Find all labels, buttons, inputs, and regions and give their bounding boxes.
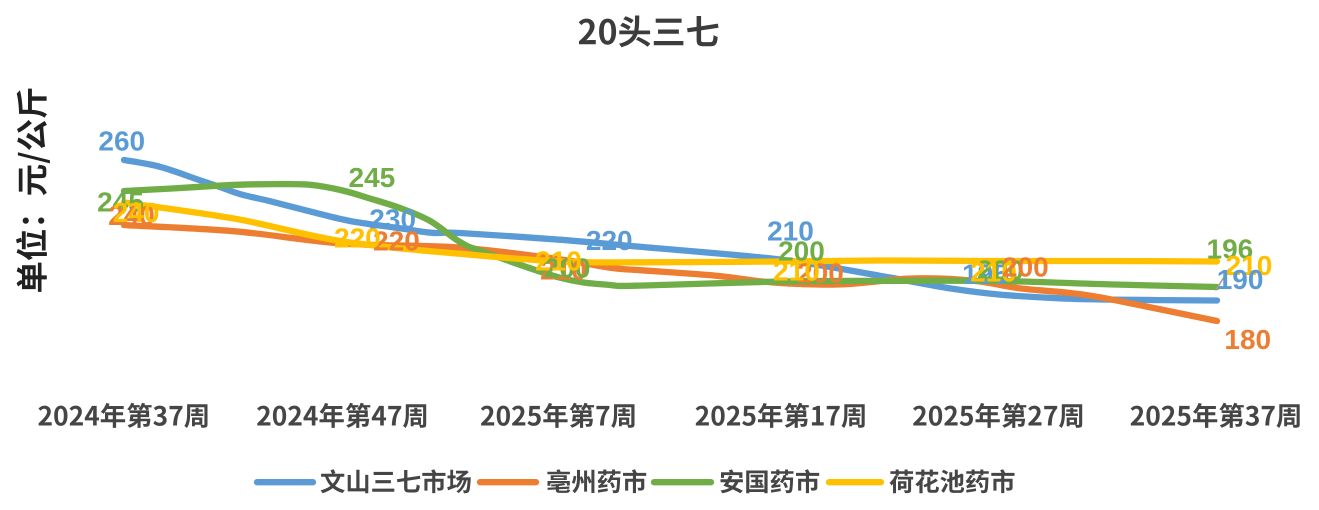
svg-text:240: 240 bbox=[108, 200, 155, 231]
svg-text:196: 196 bbox=[1207, 234, 1254, 265]
svg-text:180: 180 bbox=[1224, 324, 1271, 355]
svg-text:245: 245 bbox=[349, 162, 396, 193]
svg-text:220: 220 bbox=[586, 225, 633, 256]
svg-text:210: 210 bbox=[970, 256, 1017, 287]
svg-text:220: 220 bbox=[334, 222, 381, 253]
svg-text:200: 200 bbox=[778, 236, 825, 267]
svg-text:230: 230 bbox=[369, 204, 416, 235]
svg-text:220: 220 bbox=[373, 225, 420, 256]
svg-text:200: 200 bbox=[1002, 252, 1049, 283]
svg-text:195: 195 bbox=[962, 259, 1009, 290]
svg-text:260: 260 bbox=[98, 125, 145, 156]
svg-text:190: 190 bbox=[1217, 264, 1264, 295]
svg-text:210: 210 bbox=[535, 246, 582, 277]
svg-text:200: 200 bbox=[797, 258, 844, 289]
svg-text:240: 240 bbox=[113, 197, 160, 228]
svg-text:200: 200 bbox=[977, 255, 1024, 286]
svg-text:210: 210 bbox=[540, 255, 587, 286]
svg-text:245: 245 bbox=[97, 187, 144, 218]
svg-text:210: 210 bbox=[773, 256, 820, 287]
svg-text:210: 210 bbox=[767, 216, 814, 247]
svg-text:210: 210 bbox=[1226, 250, 1273, 281]
svg-text:200: 200 bbox=[544, 252, 591, 283]
